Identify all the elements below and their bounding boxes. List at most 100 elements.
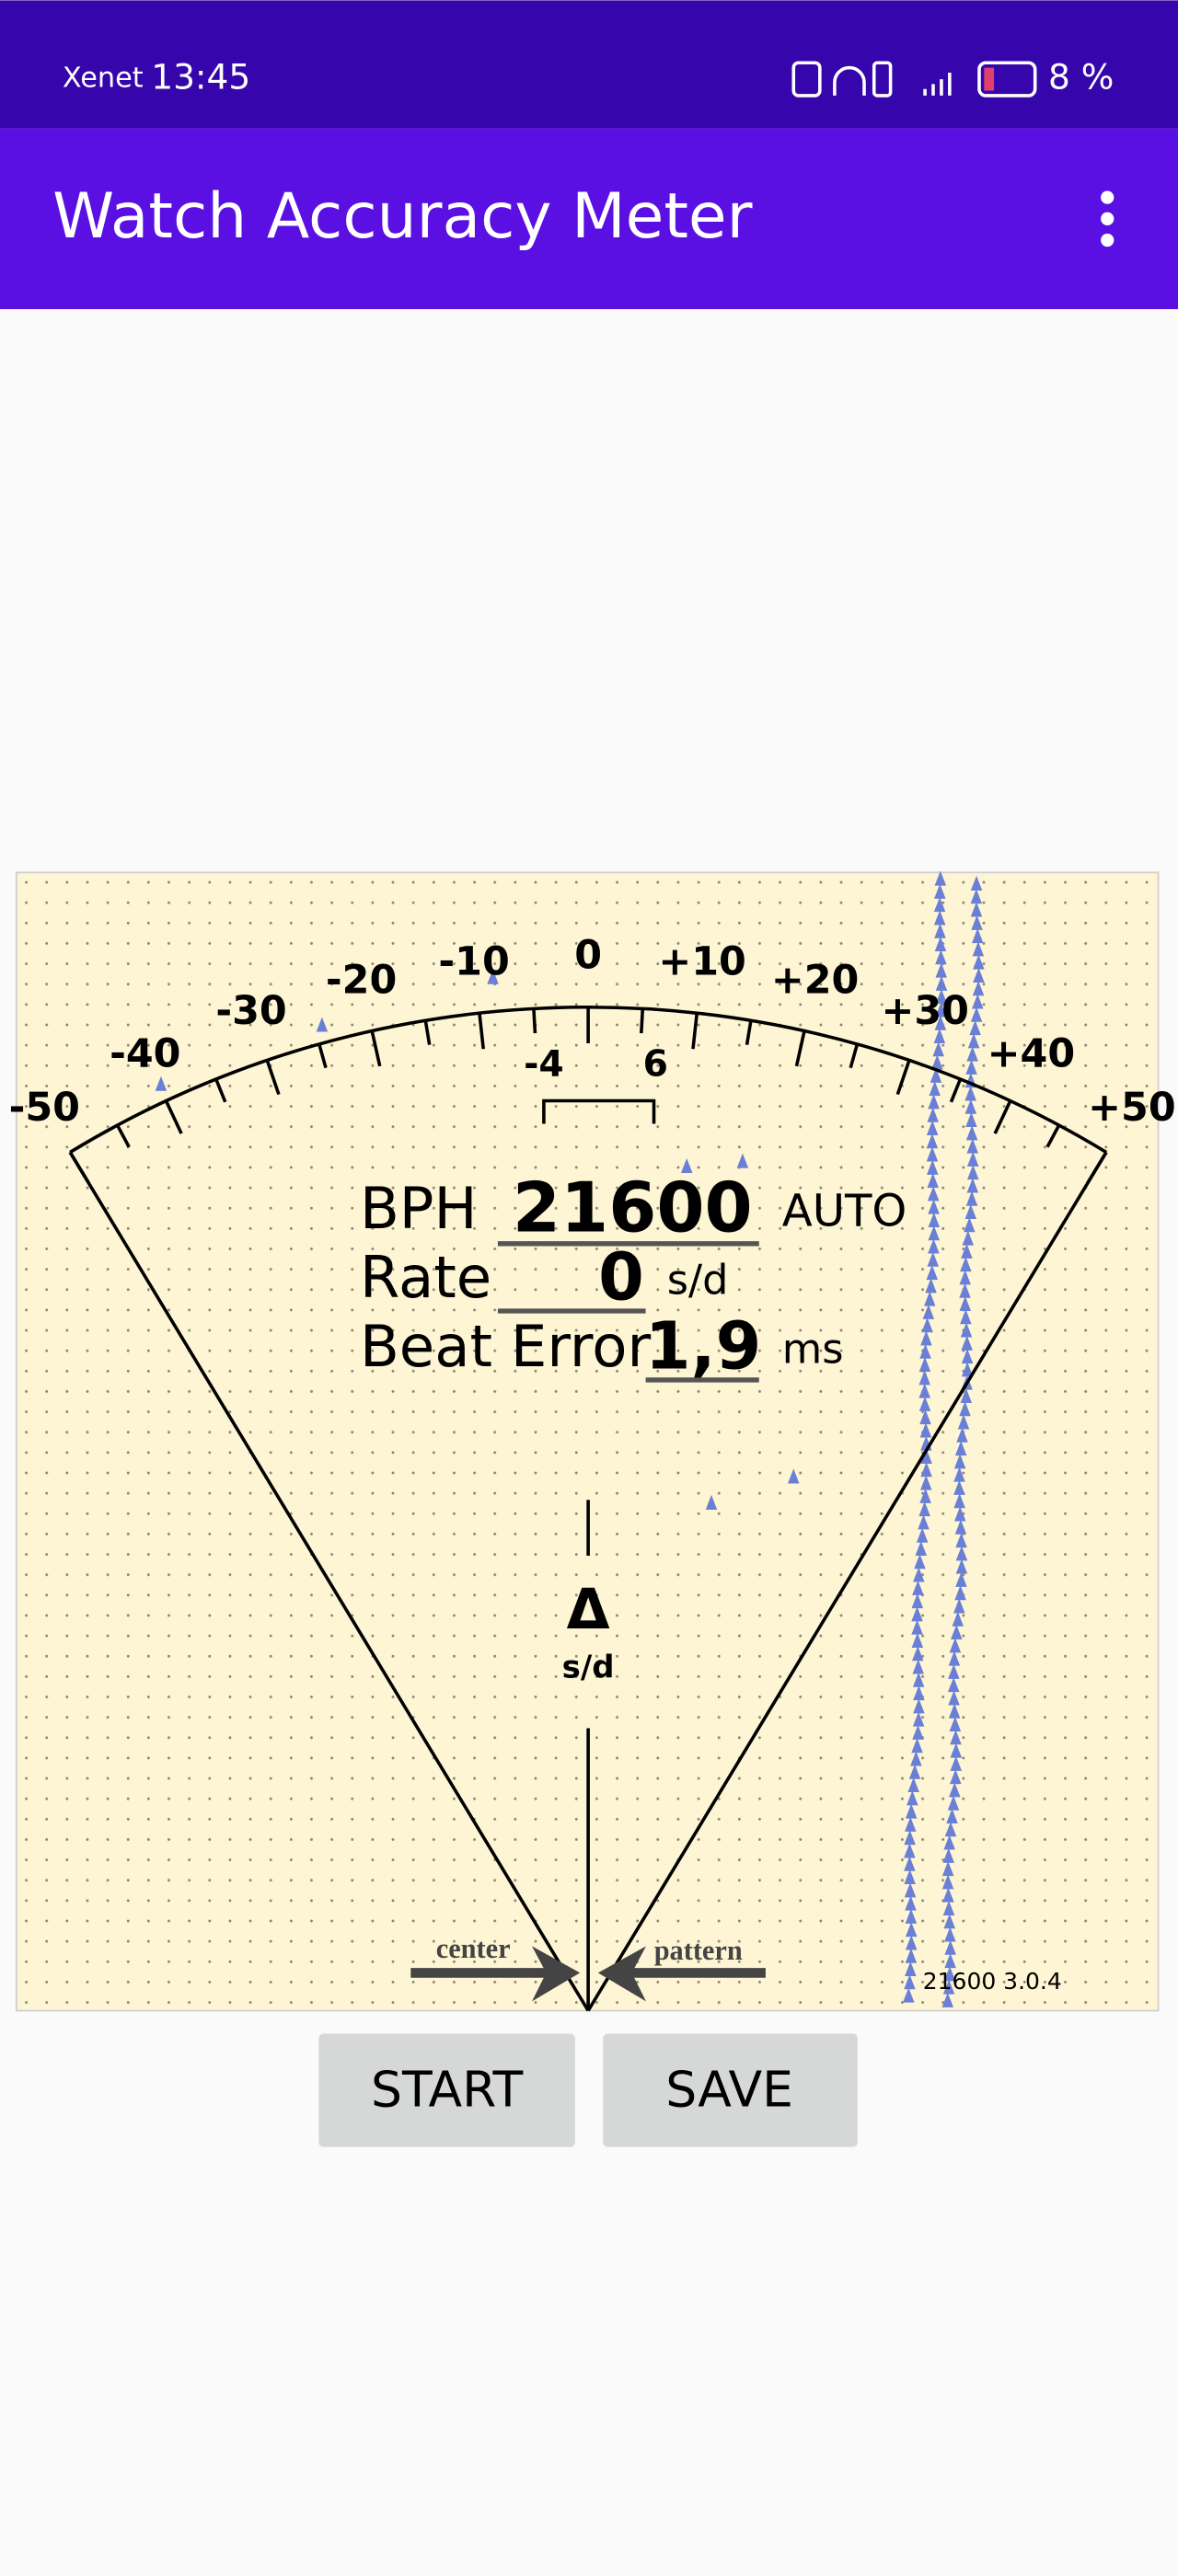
beat-mark	[942, 1900, 955, 1915]
beat-mark	[953, 1479, 965, 1495]
beat-mark	[943, 1834, 955, 1850]
beat-mark	[788, 1468, 800, 1484]
beat-mark	[928, 1238, 940, 1254]
rate-unit: s/d	[667, 1257, 729, 1305]
dial-tick	[214, 1078, 227, 1103]
beat-mark	[949, 1716, 962, 1732]
beat-mark	[911, 1619, 923, 1635]
beat-mark	[972, 981, 985, 996]
beat-mark	[935, 1002, 947, 1018]
dial-tick	[794, 1030, 806, 1067]
beat-mark	[918, 1501, 930, 1517]
beat-mark	[910, 1751, 922, 1766]
beat-mark	[934, 883, 946, 899]
beat-mark	[950, 1755, 963, 1771]
beat-mark	[905, 1948, 918, 1963]
beat-mark	[487, 969, 499, 984]
beat-mark	[927, 1173, 939, 1189]
beat-mark	[933, 1028, 946, 1044]
beat-mark	[705, 1494, 718, 1511]
beat-mark	[907, 1790, 918, 1806]
beat-mark	[918, 1383, 931, 1398]
beat-mark	[918, 1396, 931, 1411]
beat-mark	[970, 875, 983, 891]
button-bg[interactable]	[318, 2033, 575, 2147]
dial-tick	[318, 1043, 328, 1069]
beat-mark	[960, 1257, 972, 1272]
beat-mark	[942, 1847, 954, 1863]
beat-mark	[928, 1225, 941, 1241]
beat-mark	[970, 902, 983, 917]
rate-label: Rate	[360, 1244, 491, 1311]
scale-label: -30	[215, 988, 286, 1034]
dial-tick	[265, 1059, 281, 1096]
beat-mark	[952, 1611, 964, 1627]
beat-mark	[912, 1646, 924, 1662]
beat-mark	[911, 1738, 923, 1754]
save-button[interactable]: SAVE	[603, 2033, 858, 2147]
rate-value: 0	[598, 1238, 644, 1315]
button-label[interactable]: START	[371, 2060, 523, 2118]
beat-mark	[955, 1571, 967, 1587]
beat-mark	[953, 1598, 965, 1614]
beat-marks	[155, 870, 985, 2007]
scale-label: +10	[658, 938, 746, 984]
beat-mark	[904, 1843, 916, 1858]
dial-tick	[895, 1059, 911, 1096]
dial-tick	[949, 1078, 963, 1103]
overflow-menu[interactable]	[1101, 190, 1114, 247]
dial-tick	[164, 1099, 183, 1134]
beat-mark	[904, 1830, 916, 1846]
beat-mark	[929, 1081, 941, 1097]
beat-mark	[942, 1979, 955, 1995]
button-bg[interactable]	[603, 2033, 858, 2147]
beat-mark	[928, 1094, 940, 1110]
beat-mark	[948, 1690, 960, 1706]
beat-mark	[964, 1098, 977, 1114]
beat-mark	[932, 1041, 944, 1057]
beat-mark	[960, 1387, 973, 1403]
beat-mark	[927, 1251, 939, 1267]
beat-mark	[944, 1939, 956, 1955]
bph-value: 21600	[513, 1167, 753, 1248]
beat-mark	[971, 914, 983, 930]
beat-mark	[973, 967, 985, 983]
beat-mark	[966, 1046, 978, 1062]
beat-mark	[914, 1554, 926, 1570]
dial-tick	[532, 1008, 537, 1034]
beat-mark	[959, 1270, 971, 1285]
beat-mark	[933, 897, 946, 913]
beat-mark	[956, 1427, 968, 1443]
button-label[interactable]: SAVE	[665, 2060, 793, 2118]
beat-mark	[955, 1558, 968, 1574]
beat-mark	[953, 1454, 966, 1469]
beat-mark	[943, 1966, 956, 1982]
beat-mark	[919, 1409, 931, 1425]
beat-mark	[970, 889, 983, 904]
beat-mark	[941, 1992, 953, 2007]
scale-label: +40	[987, 1031, 1076, 1077]
beat-mark	[955, 1546, 968, 1561]
beat-mark	[953, 1466, 965, 1482]
beat-mark	[926, 1133, 939, 1149]
beat-mark	[924, 1291, 936, 1306]
beat-mark	[931, 1054, 943, 1070]
bph-label: BPH	[360, 1175, 478, 1242]
beat-mark	[944, 1926, 956, 1942]
start-button[interactable]: START	[318, 2033, 575, 2147]
beat-mark	[944, 1822, 957, 1837]
beat-mark	[961, 1335, 973, 1351]
beat-mark	[961, 1243, 973, 1259]
status-icons	[791, 61, 1037, 98]
beat-mark	[972, 994, 984, 1009]
beat-mark	[935, 989, 948, 1005]
scale-label: +50	[1088, 1085, 1176, 1131]
beat-mark	[962, 1230, 975, 1246]
beat-mark	[964, 1203, 977, 1220]
beat-mark	[920, 1448, 932, 1465]
beat-mark	[965, 1190, 978, 1206]
beat-mark	[933, 910, 946, 926]
